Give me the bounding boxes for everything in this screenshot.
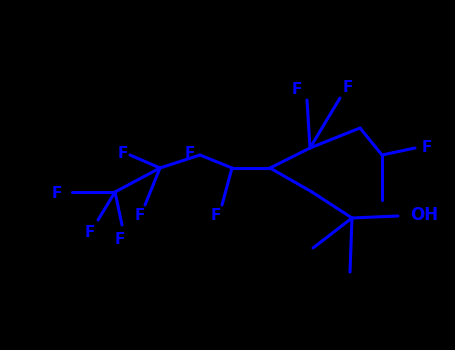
Text: F: F — [85, 225, 95, 240]
Text: OH: OH — [410, 206, 438, 224]
Text: F: F — [135, 208, 145, 223]
Text: F: F — [185, 146, 195, 161]
Text: F: F — [118, 146, 128, 161]
Text: F: F — [343, 80, 354, 95]
Text: F: F — [115, 232, 125, 247]
Text: F: F — [51, 186, 62, 201]
Text: F: F — [211, 208, 221, 223]
Text: F: F — [292, 82, 302, 97]
Text: F: F — [422, 140, 432, 155]
